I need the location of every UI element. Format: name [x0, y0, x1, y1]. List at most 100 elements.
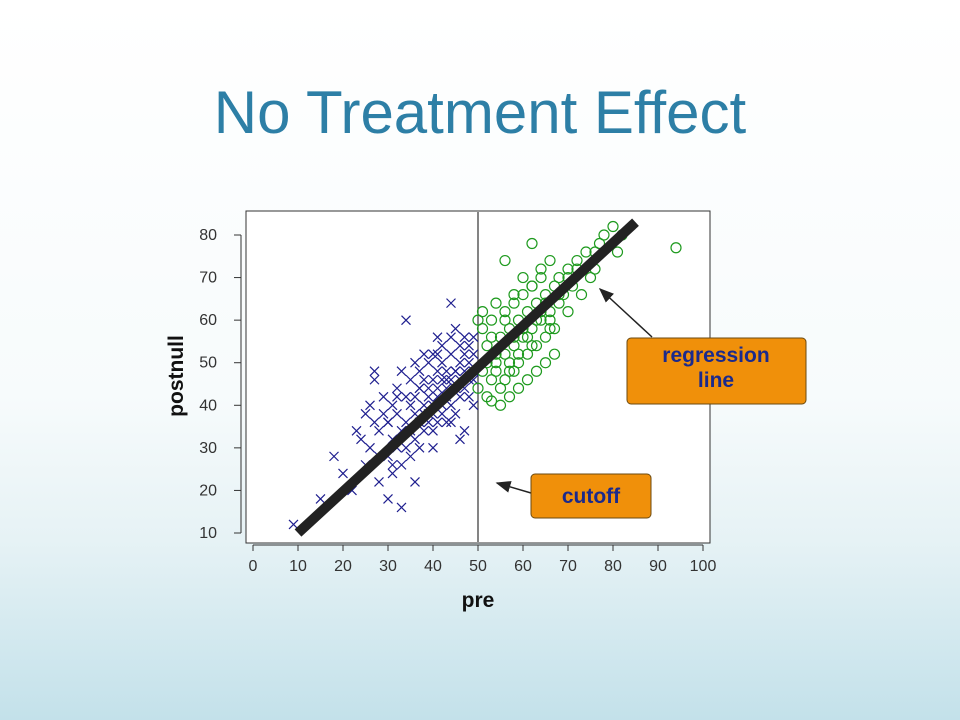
- data-point-o: [503, 365, 516, 377]
- regression-callout-box: [626, 337, 807, 405]
- data-point-x: [459, 349, 470, 360]
- data-point-o: [508, 297, 520, 309]
- data-point-x: [432, 417, 443, 428]
- data-point-o: [499, 306, 511, 318]
- data-point-x: [315, 494, 326, 504]
- data-point-o: [485, 374, 498, 386]
- data-point-x: [387, 468, 398, 479]
- data-point-x: [396, 459, 407, 470]
- data-point-x: [446, 417, 456, 428]
- slide-title: No Treatment Effect: [213, 79, 747, 146]
- data-point-o: [526, 280, 538, 292]
- data-point-o: [544, 314, 556, 326]
- data-point-x: [419, 374, 429, 385]
- data-point-x: [414, 442, 425, 453]
- data-point-x: [437, 374, 447, 385]
- data-point-x: [392, 383, 402, 394]
- data-point-o: [512, 348, 525, 360]
- data-point-x: [437, 357, 447, 368]
- data-point-x: [356, 434, 366, 445]
- data-point-o: [490, 365, 502, 377]
- data-point-x: [459, 332, 470, 343]
- data-point-o: [535, 263, 547, 275]
- data-point-x: [450, 408, 461, 419]
- data-point-x: [432, 383, 443, 394]
- data-point-o: [476, 323, 489, 335]
- data-point-x: [432, 366, 443, 377]
- data-point-x: [428, 425, 438, 436]
- data-point-x: [428, 442, 438, 453]
- data-point-x: [288, 519, 299, 530]
- data-point-x: [468, 349, 479, 360]
- data-point-o: [548, 323, 561, 335]
- data-point-o: [503, 391, 516, 403]
- x-tick-label: 10: [289, 558, 307, 575]
- data-point-o: [548, 348, 561, 360]
- data-point-o: [494, 399, 507, 411]
- data-point-o: [526, 340, 538, 352]
- data-point-o: [584, 271, 597, 284]
- y-tick-label: 30: [199, 440, 217, 457]
- data-point-o: [530, 365, 543, 377]
- data-point-o: [526, 237, 538, 250]
- data-point-o: [611, 246, 624, 258]
- x-tick-label: 100: [690, 558, 717, 575]
- x-tick-label: 40: [424, 558, 442, 575]
- data-point-o: [575, 289, 588, 301]
- y-tick-label: 50: [199, 355, 217, 372]
- data-point-x: [450, 366, 461, 377]
- data-point-o: [508, 365, 520, 377]
- data-point-x: [419, 349, 429, 360]
- data-point-x: [369, 366, 380, 377]
- data-point-x: [441, 374, 452, 385]
- data-point-o: [481, 340, 493, 352]
- data-point-o: [472, 382, 484, 394]
- data-point-x: [338, 468, 348, 479]
- data-point-x: [410, 434, 420, 445]
- y-tick-label: 20: [199, 482, 217, 499]
- x-tick-label: 20: [334, 558, 352, 575]
- data-point-x: [464, 357, 474, 368]
- data-point-x: [405, 374, 416, 385]
- data-point-x: [383, 494, 393, 504]
- data-point-x: [464, 340, 474, 351]
- data-point-x: [392, 391, 402, 402]
- data-point-x: [405, 451, 416, 462]
- x-tick-label: 50: [469, 558, 487, 575]
- data-point-o: [521, 331, 534, 343]
- data-point-o: [607, 220, 619, 233]
- data-point-o: [521, 374, 534, 386]
- data-point-x: [423, 391, 434, 402]
- data-point-x: [401, 315, 411, 326]
- data-point-x: [432, 332, 443, 343]
- data-point-x: [360, 408, 371, 419]
- data-point-x: [468, 400, 479, 411]
- data-point-o: [508, 289, 520, 301]
- y-tick-label: 40: [199, 397, 217, 414]
- data-point-x: [378, 391, 389, 402]
- regression-line: [294, 218, 639, 537]
- data-point-o: [544, 323, 556, 335]
- data-point-x: [455, 340, 465, 351]
- data-point-o: [517, 289, 529, 301]
- data-point-o: [485, 331, 498, 343]
- data-point-o: [562, 306, 574, 318]
- data-point-o: [562, 263, 574, 275]
- y-axis-label: postnull: [165, 335, 188, 417]
- data-point-o: [499, 254, 511, 267]
- data-point-o: [499, 348, 511, 360]
- x-tick-label: 80: [604, 558, 622, 575]
- data-point-x: [455, 357, 465, 368]
- x-axis-label: pre: [462, 589, 495, 612]
- data-point-o: [530, 340, 543, 352]
- cutoff-callout-box: [530, 473, 652, 519]
- data-point-x: [419, 425, 429, 436]
- data-point-x: [428, 349, 438, 360]
- data-point-o: [490, 297, 502, 309]
- data-point-x: [374, 425, 384, 436]
- data-point-x: [446, 298, 456, 309]
- data-point-x: [387, 459, 398, 470]
- data-point-o: [539, 331, 552, 343]
- x-tick-label: 30: [379, 558, 397, 575]
- cutoff-callout-arrow: [495, 481, 532, 494]
